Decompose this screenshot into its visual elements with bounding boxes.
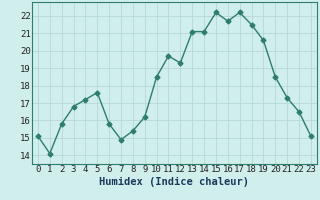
X-axis label: Humidex (Indice chaleur): Humidex (Indice chaleur) [100, 177, 249, 187]
